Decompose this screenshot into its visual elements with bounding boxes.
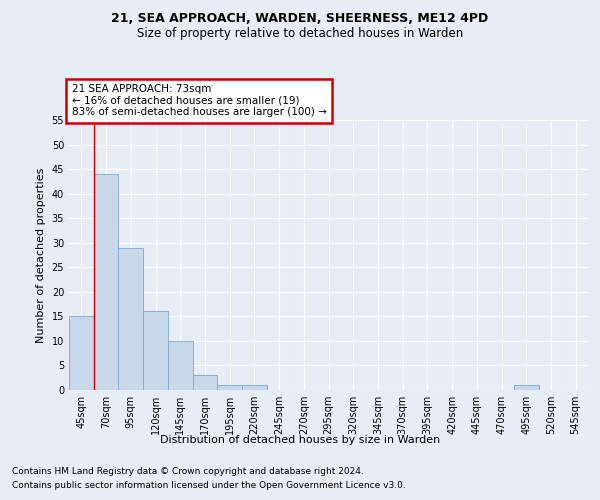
Text: 21 SEA APPROACH: 73sqm
← 16% of detached houses are smaller (19)
83% of semi-det: 21 SEA APPROACH: 73sqm ← 16% of detached… bbox=[71, 84, 326, 117]
Y-axis label: Number of detached properties: Number of detached properties bbox=[36, 168, 46, 342]
Text: Contains public sector information licensed under the Open Government Licence v3: Contains public sector information licen… bbox=[12, 481, 406, 490]
Text: Distribution of detached houses by size in Warden: Distribution of detached houses by size … bbox=[160, 435, 440, 445]
Bar bbox=[168, 341, 193, 390]
Bar bbox=[242, 385, 267, 390]
Text: 21, SEA APPROACH, WARDEN, SHEERNESS, ME12 4PD: 21, SEA APPROACH, WARDEN, SHEERNESS, ME1… bbox=[112, 12, 488, 26]
Bar bbox=[69, 316, 94, 390]
Bar bbox=[143, 312, 168, 390]
Bar bbox=[217, 385, 242, 390]
Bar bbox=[193, 376, 217, 390]
Text: Size of property relative to detached houses in Warden: Size of property relative to detached ho… bbox=[137, 28, 463, 40]
Bar bbox=[118, 248, 143, 390]
Text: Contains HM Land Registry data © Crown copyright and database right 2024.: Contains HM Land Registry data © Crown c… bbox=[12, 468, 364, 476]
Bar bbox=[514, 385, 539, 390]
Bar bbox=[94, 174, 118, 390]
